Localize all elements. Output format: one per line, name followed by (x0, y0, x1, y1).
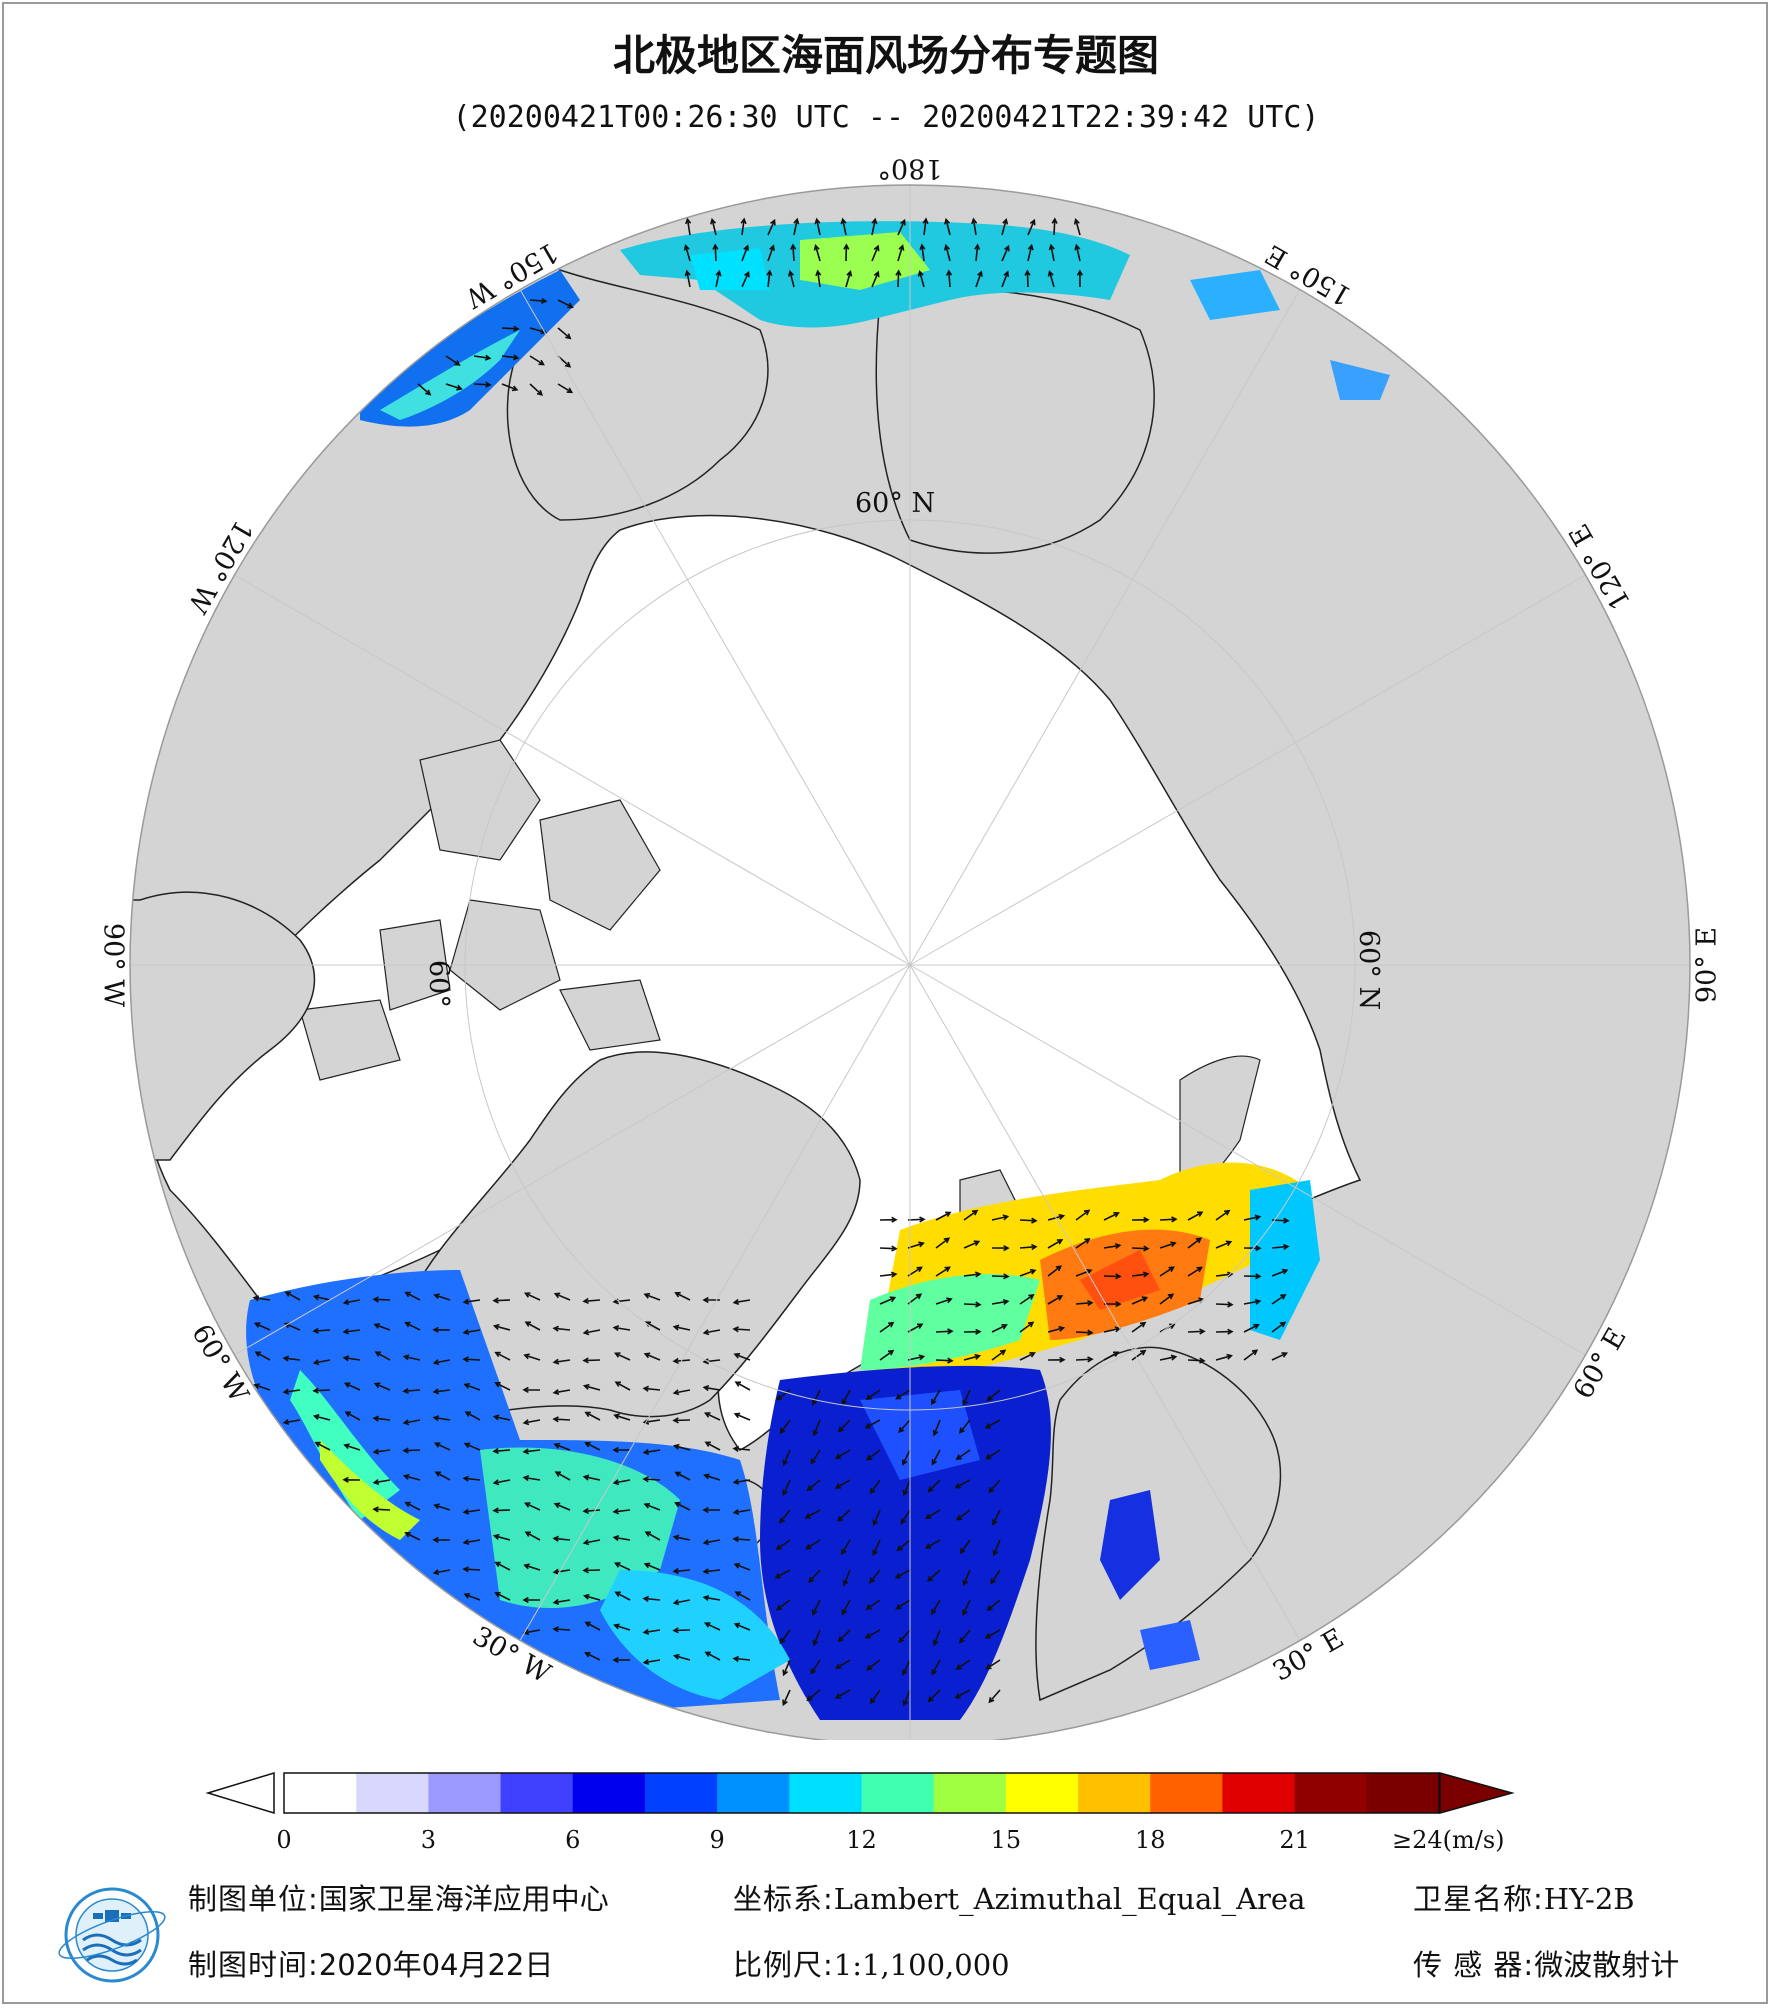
longitude-label: 90° W (98, 923, 129, 1007)
colorbar-max-triangle (1440, 1773, 1512, 1813)
colorbar-cell (501, 1773, 574, 1813)
footer-sensor-value: 微波散射计 (1534, 1948, 1679, 1982)
latitude-label-top: 60° N (855, 488, 935, 519)
colorbar-tick-label: 21 (1279, 1826, 1310, 1854)
footer-satellite: 卫星名称:HY-2B (1413, 1876, 1635, 1918)
footer-coord-value: Lambert_Azimuthal_Equal_Area (834, 1882, 1306, 1916)
colorbar-cell (573, 1773, 646, 1813)
colorbar-cell (717, 1773, 790, 1813)
nsoas-logo (55, 1880, 170, 1990)
colorbar-cell (645, 1773, 718, 1813)
footer-coord-label: 坐标系: (733, 1882, 834, 1916)
colorbar-tick-label: 3 (421, 1826, 436, 1854)
colorbar-min-triangle (208, 1773, 274, 1813)
footer-scale-value: 1:1,100,000 (834, 1948, 1010, 1982)
colorbar-tick-label: 6 (565, 1826, 580, 1854)
colorbar-cell (1295, 1773, 1368, 1813)
colorbar-cell (284, 1773, 357, 1813)
footer-date-value: 2020年04月22日 (319, 1948, 554, 1982)
colorbar-cell (356, 1773, 429, 1813)
colorbar-tick-label: 9 (709, 1826, 724, 1854)
footer-scale: 比例尺:1:1,100,000 (733, 1942, 1010, 1984)
colorbar-tick-label: 12 (846, 1826, 877, 1854)
latitude-label-right: 60° N (1353, 930, 1384, 1010)
colorbar-cell (934, 1773, 1007, 1813)
colorbar-tick-label: 0 (276, 1826, 291, 1854)
colorbar-cell (1006, 1773, 1079, 1813)
colorbar-cell (1367, 1773, 1440, 1813)
colorbar-cell (1222, 1773, 1295, 1813)
colorbar-tick-label: 18 (1135, 1826, 1166, 1854)
footer-org-value: 国家卫星海洋应用中心 (319, 1882, 609, 1916)
wind-speed-colorbar: 0 3 6 9 12 15 18 21 ≥24(m/s) (0, 1755, 1772, 1865)
footer-coord: 坐标系:Lambert_Azimuthal_Equal_Area (733, 1876, 1305, 1918)
colorbar-cell (789, 1773, 862, 1813)
footer-satellite-label: 卫星名称: (1413, 1882, 1544, 1916)
footer-org: 制图单位:国家卫星海洋应用中心 (188, 1876, 609, 1918)
footer-scale-label: 比例尺: (733, 1948, 834, 1982)
polar-map: 180°150° E120° E90° E60° E30° E0°30° W60… (0, 0, 1772, 1740)
footer-org-label: 制图单位: (188, 1882, 319, 1916)
colorbar-cell (1078, 1773, 1151, 1813)
longitude-label: 180° (877, 153, 942, 184)
colorbar-cell (428, 1773, 501, 1813)
colorbar-tick-label: 15 (991, 1826, 1022, 1854)
longitude-label: 90° E (1692, 927, 1723, 1003)
footer-sensor: 传 感 器:微波散射计 (1413, 1942, 1679, 1984)
footer-sensor-label: 传 感 器: (1413, 1948, 1534, 1982)
colorbar-max-label: ≥24(m/s) (1392, 1826, 1505, 1854)
footer-date: 制图时间:2020年04月22日 (188, 1942, 553, 1984)
colorbar-cell (862, 1773, 935, 1813)
footer-date-label: 制图时间: (188, 1948, 319, 1982)
footer-satellite-value: HY-2B (1544, 1882, 1635, 1916)
latitude-label-left: 60° (423, 960, 454, 1008)
colorbar-cell (1150, 1773, 1223, 1813)
